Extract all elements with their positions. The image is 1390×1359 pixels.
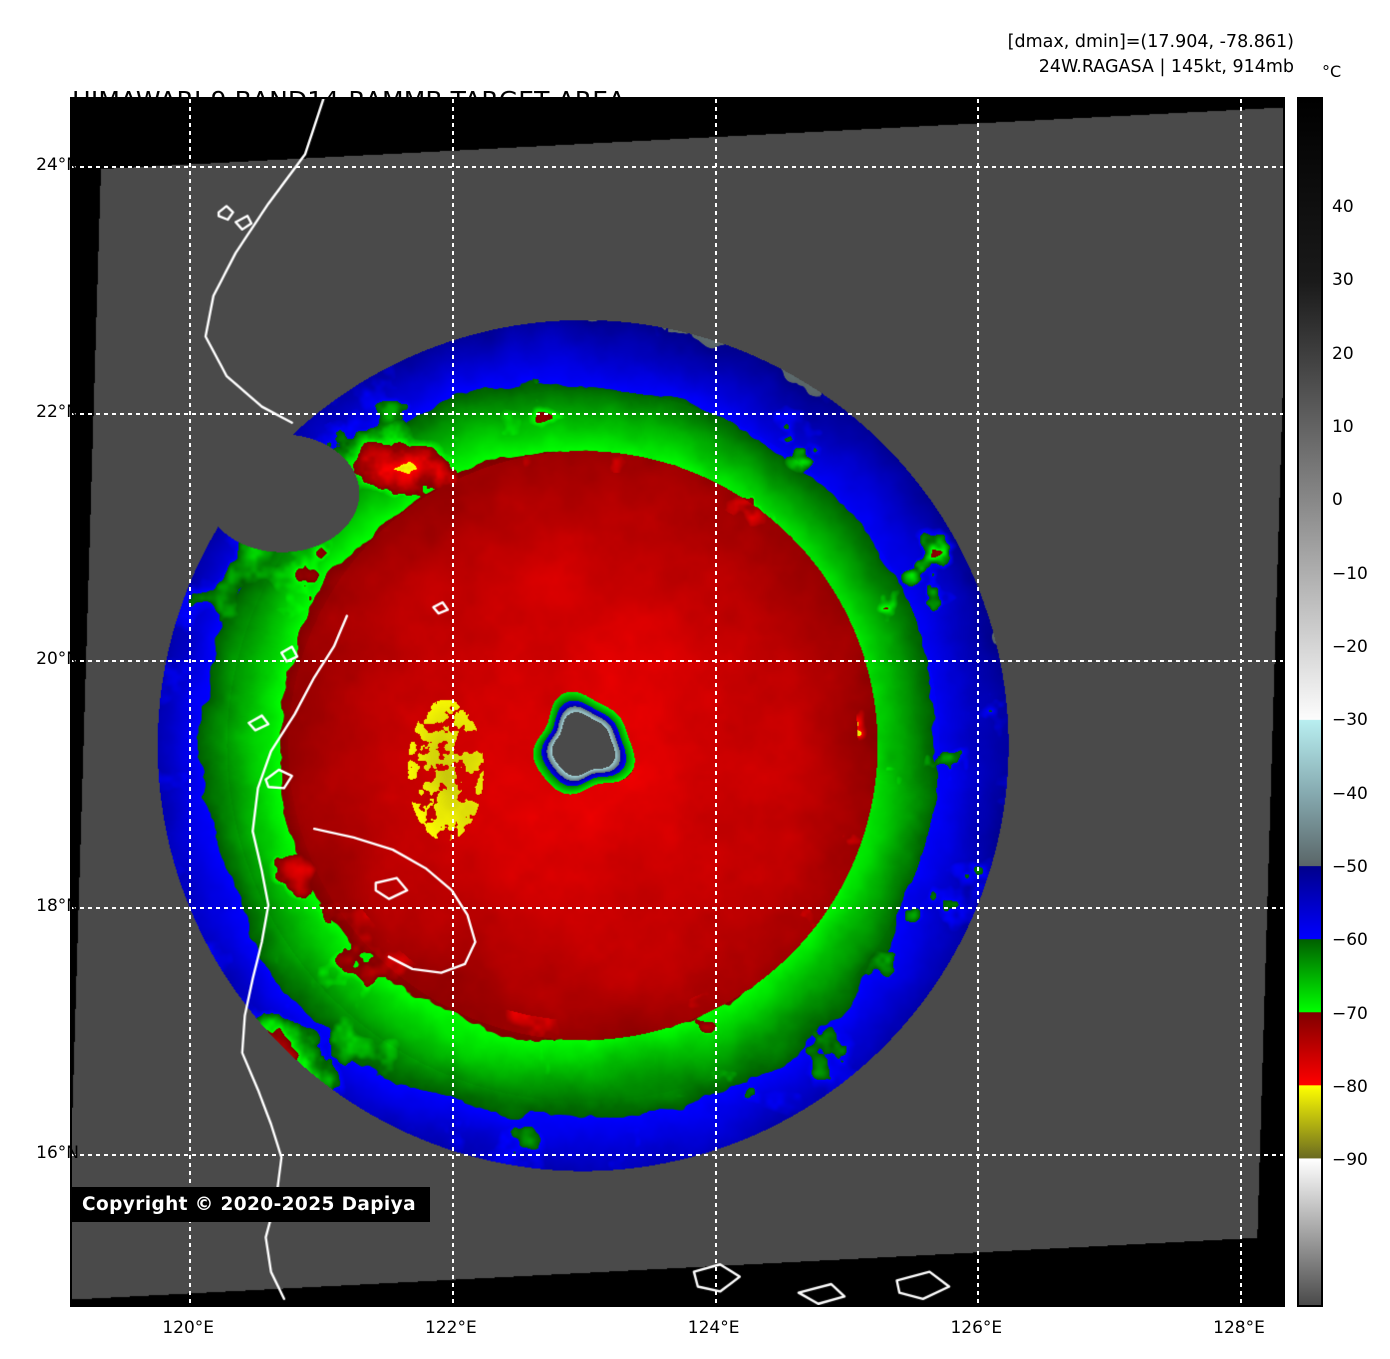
- storm-info-readout: 24W.RAGASA | 145kt, 914mb: [1038, 57, 1294, 78]
- colorbar-tick-label: −70: [1332, 1003, 1368, 1024]
- copyright-banner: Copyright © 2020-2025 Dapiya: [72, 1187, 430, 1222]
- colorbar-tick-label: −10: [1332, 563, 1368, 584]
- y-axis-tick-label: 24°N: [36, 154, 79, 175]
- temperature-colorbar: [1297, 97, 1323, 1307]
- colorbar-tick-label: 20: [1332, 343, 1354, 364]
- x-axis-tick-label: 120°E: [162, 1318, 215, 1338]
- y-axis-tick-label: 18°N: [36, 895, 79, 916]
- x-axis-tick-label: 128°E: [1213, 1318, 1265, 1338]
- infrared-imagery-canvas: [72, 99, 1283, 1305]
- colorbar-tick-label: 0: [1332, 490, 1343, 511]
- dmax-dmin-readout: [dmax, dmin]=(17.904, -78.861): [1007, 32, 1294, 52]
- colorbar-tick-label: 10: [1332, 417, 1354, 437]
- x-axis-tick-label: 124°E: [687, 1318, 740, 1338]
- colorbar-tick-label: −80: [1332, 1077, 1368, 1097]
- y-axis-tick-label: 20°N: [36, 648, 79, 669]
- colorbar-tick-label: −40: [1332, 783, 1368, 804]
- colorbar-tick-label: −60: [1332, 930, 1368, 951]
- x-axis-tick-label: 122°E: [425, 1318, 477, 1338]
- colorbar-tick-label: −20: [1332, 637, 1368, 657]
- header-right-block: [dmax, dmin]=(17.904, -78.861) 24W.RAGAS…: [1008, 30, 1294, 81]
- colorbar-tick-label: 40: [1332, 197, 1354, 217]
- colorbar-gradient: [1299, 99, 1321, 1305]
- colorbar-unit-label: °C: [1322, 62, 1342, 81]
- colorbar-tick-label: −30: [1332, 710, 1368, 731]
- colorbar-tick-label: 30: [1332, 270, 1354, 291]
- x-axis-tick-label: 126°E: [950, 1318, 1003, 1338]
- y-axis-tick-label: 16°N: [36, 1142, 79, 1163]
- colorbar-tick-label: −50: [1332, 857, 1368, 877]
- colorbar-tick-label: −90: [1332, 1150, 1368, 1171]
- y-axis-tick-label: 22°N: [36, 401, 79, 422]
- satellite-image-plot: Copyright © 2020-2025 Dapiya: [70, 97, 1285, 1307]
